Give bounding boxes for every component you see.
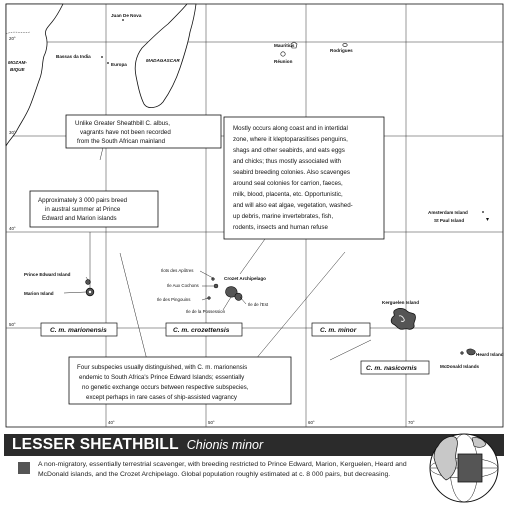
svg-text:C. m. nasicornis: C. m. nasicornis xyxy=(366,365,417,372)
svg-text:zone, where it kleptoparasitis: zone, where it kleptoparasitises penguin… xyxy=(233,136,348,143)
st-paul-marker xyxy=(486,218,489,221)
amsterdam-label: Amsterdam Island xyxy=(428,210,468,215)
lon-70-label: 70° xyxy=(408,420,415,425)
range-crozet xyxy=(207,277,243,301)
svg-text:seabird breeding colonies. Als: seabird breeding colonies. Also scavenge… xyxy=(233,169,350,176)
madagascar-island xyxy=(134,3,197,108)
ile-cochons-label: Ile Aux Cochons xyxy=(167,283,200,288)
svg-text:around seal colonies for carri: around seal colonies for carrion, faeces… xyxy=(233,180,343,187)
europa-label: Europa xyxy=(111,62,127,67)
svg-text:endemic to South Africa's Prin: endemic to South Africa's Prince Edward … xyxy=(79,374,245,381)
range-kerguelen xyxy=(390,307,416,330)
svg-text:shags and other seabirds, and: shags and other seabirds, and eats eggs xyxy=(233,147,345,154)
heard-label: Heard Island xyxy=(476,352,504,357)
mauritius-island xyxy=(290,41,298,49)
svg-text:milk, blood, placenta, etc. Op: milk, blood, placenta, etc. Opportunisti… xyxy=(233,191,343,198)
svg-text:C. m. crozettensis: C. m. crozettensis xyxy=(173,327,230,334)
svg-text:rodents, insects and human ref: rodents, insects and human refuse xyxy=(233,224,328,231)
svg-text:and chicks; thus mostly associ: and chicks; thus mostly associated with xyxy=(233,158,342,165)
crozet-label: Crozet Archipelago xyxy=(224,276,266,281)
mauritius-label: Mauritius xyxy=(274,43,295,48)
mozambique-label-2: BIQUE xyxy=(10,67,25,72)
svg-text:Mostly occurs along coast and: Mostly occurs along coast and in interti… xyxy=(233,125,348,132)
ile-est-label: Ile de l'Est xyxy=(248,302,269,307)
lon-60-label: 60° xyxy=(308,420,315,425)
range-prince-edward-marion xyxy=(85,279,95,297)
subspecies-marionensis: C. m. marionensis xyxy=(40,322,118,337)
mcdonald-island xyxy=(460,351,464,355)
kerguelen-label: Kerguelen Island xyxy=(382,300,419,305)
locator-globe xyxy=(429,433,499,503)
prince-edward-label: Prince Edward Island xyxy=(24,272,71,277)
svg-text:Approximately 3 000 pairs bree: Approximately 3 000 pairs breed xyxy=(38,197,128,204)
svg-text:vagrants have not been recorde: vagrants have not been recorded xyxy=(80,129,171,136)
marion-label: Marion Island xyxy=(24,291,54,296)
ilots-apotres-label: Ilots des Apôtres xyxy=(161,268,194,273)
range-heard-mcdonald xyxy=(460,348,476,356)
svg-text:in austral summer at Prince: in austral summer at Prince xyxy=(45,206,121,213)
ile-cochons-island xyxy=(213,283,219,289)
svg-text:and will also eat algae, veget: and will also eat algae, vegetation, was… xyxy=(233,202,353,209)
ile-est-island xyxy=(234,292,243,301)
subspecies-nasicornis: C. m. nasicornis xyxy=(360,360,430,375)
mcdonald-label: McDonald Islands xyxy=(440,364,479,369)
reunion-label: Réunion xyxy=(274,59,293,64)
callout-subspecies: Four subspecies usually distinguished, w… xyxy=(68,356,292,405)
range-map: 20° 30° 40° 50° 40° 50° 60° 70° Juan De … xyxy=(5,3,504,428)
bassas-da-india-label: Bassas da India xyxy=(56,54,91,59)
species-scientific-name: Chionis minor xyxy=(186,438,264,452)
africa-coast xyxy=(5,3,64,147)
lat-30-label: 30° xyxy=(9,130,16,135)
title-bar: LESSER SHEATHBILL Chionis minor xyxy=(4,434,504,456)
lat-20-label: 20° xyxy=(9,36,16,41)
amsterdam-dot xyxy=(482,211,484,213)
species-common-name: LESSER SHEATHBILL xyxy=(12,436,179,453)
reunion-island xyxy=(280,51,286,57)
ile-pingouins-island xyxy=(207,296,211,300)
subspecies-minor: C. m. minor xyxy=(311,322,371,337)
svg-text:C. m. marionensis: C. m. marionensis xyxy=(50,327,107,334)
juan-de-nova-label: Juan De Nova xyxy=(111,13,142,18)
ile-possession-label: Ile de la Possession xyxy=(186,309,226,314)
lon-50-label: 50° xyxy=(208,420,215,425)
heard-island xyxy=(466,348,476,356)
svg-text:Edward and Marion islands: Edward and Marion islands xyxy=(42,215,117,222)
rodrigues-island xyxy=(342,43,348,47)
prince-edward-island xyxy=(85,279,91,285)
callout-pairs: Approximately 3 000 pairs breed in austr… xyxy=(29,190,159,228)
mozambique-label-1: MOZAM- xyxy=(8,60,27,65)
svg-text:no genetic exchange occurs bet: no genetic exchange occurs between respe… xyxy=(82,384,249,391)
callout-habitat: Mostly occurs along coast and in interti… xyxy=(223,116,385,240)
europa-dot xyxy=(107,62,109,64)
svg-text:Unlike Greater Sheathbill C. a: Unlike Greater Sheathbill C. albus, xyxy=(75,120,170,127)
range-legend-swatch xyxy=(18,462,30,474)
lat-50-label: 50° xyxy=(9,322,16,327)
svg-text:up debris, marine invertebrate: up debris, marine invertebrates, fish, xyxy=(233,213,333,220)
svg-text:except perhaps in rare cases o: except perhaps in rare cases of ship-ass… xyxy=(86,394,238,401)
subspecies-crozettensis: C. m. crozettensis xyxy=(165,322,243,337)
lon-40-label: 40° xyxy=(108,420,115,425)
ile-pingouins-label: Ile des Pingouins xyxy=(157,297,191,302)
bassas-da-india-dot xyxy=(101,56,103,58)
locator-region xyxy=(457,453,483,483)
madagascar-label: MADAGASCAR xyxy=(146,58,180,63)
svg-text:C. m. minor: C. m. minor xyxy=(320,327,357,334)
rodrigues-label: Rodrigues xyxy=(330,48,353,53)
legend-description: A non-migratory, essentially terrestrial… xyxy=(38,461,407,478)
svg-text:from the South African mainlan: from the South African mainland xyxy=(77,138,166,145)
st-paul-label: St Paul Island xyxy=(434,218,464,223)
lat-40-label: 40° xyxy=(9,226,16,231)
juan-de-nova-dot xyxy=(122,19,124,21)
callout-vagrants: Unlike Greater Sheathbill C. albus, vagr… xyxy=(65,114,222,149)
svg-text:Four subspecies usually distin: Four subspecies usually distinguished, w… xyxy=(77,364,247,371)
